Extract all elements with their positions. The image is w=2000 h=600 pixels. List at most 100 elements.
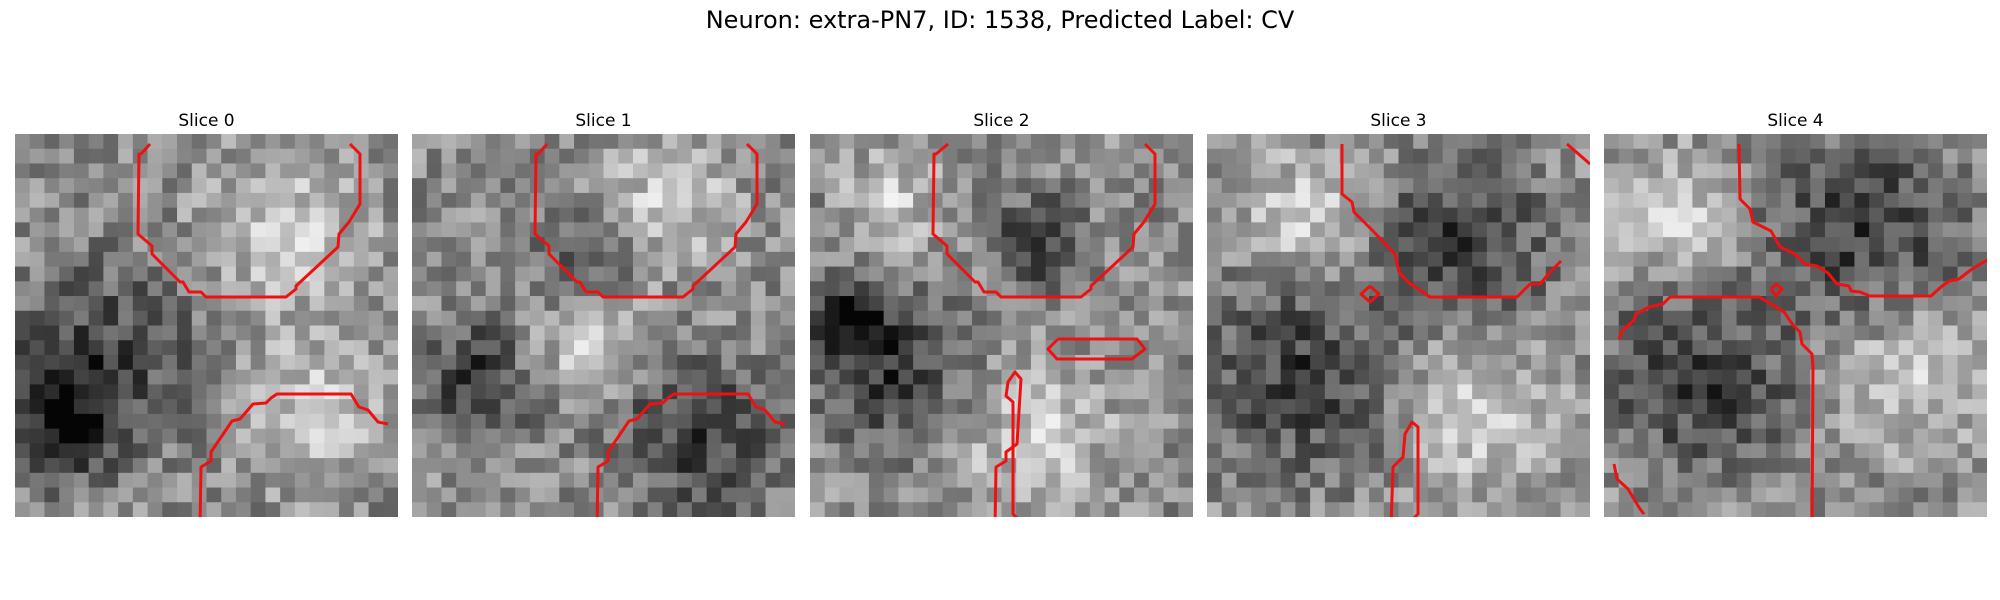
- image-pixel: [721, 384, 737, 400]
- image-pixel: [1265, 163, 1282, 179]
- image-pixel: [500, 458, 516, 474]
- image-pixel: [1089, 369, 1106, 386]
- image-pixel: [780, 413, 795, 430]
- image-pixel: [1692, 251, 1708, 268]
- image-pixel: [44, 443, 60, 459]
- image-pixel: [250, 428, 267, 444]
- image-pixel: [1236, 237, 1252, 253]
- image-pixel: [1104, 384, 1120, 400]
- image-pixel: [1163, 384, 1179, 400]
- image-pixel: [147, 413, 163, 430]
- image-pixel: [1369, 384, 1385, 400]
- image-pixel: [456, 310, 472, 327]
- image-pixel: [1898, 281, 1914, 297]
- image-pixel: [1604, 310, 1620, 327]
- image-pixel: [898, 340, 914, 356]
- image-pixel: [1265, 369, 1282, 386]
- image-pixel: [1575, 281, 1590, 297]
- image-pixel: [1089, 340, 1106, 356]
- image-pixel: [986, 458, 1003, 474]
- image-pixel: [177, 178, 193, 194]
- image-pixel: [839, 502, 855, 517]
- image-pixel: [426, 251, 443, 268]
- image-pixel: [1633, 134, 1649, 150]
- image-pixel: [456, 340, 472, 356]
- image-pixel: [1383, 281, 1400, 297]
- image-pixel: [1648, 281, 1664, 297]
- image-pixel: [544, 148, 560, 165]
- image-pixel: [1060, 428, 1076, 444]
- image-pixel: [618, 340, 634, 356]
- image-pixel: [1310, 413, 1326, 430]
- image-pixel: [927, 340, 944, 356]
- image-pixel: [662, 178, 678, 194]
- image-pixel: [280, 384, 296, 400]
- image-pixel: [1060, 472, 1076, 489]
- image-pixel: [1413, 384, 1429, 400]
- image-pixel: [824, 163, 841, 179]
- image-pixel: [1339, 472, 1355, 489]
- image-pixel: [368, 502, 384, 517]
- image-pixel: [780, 207, 795, 223]
- image-pixel: [1148, 502, 1165, 517]
- image-pixel: [383, 369, 398, 386]
- image-pixel: [1928, 178, 1944, 194]
- image-pixel: [1751, 399, 1767, 415]
- image-pixel: [1369, 399, 1385, 415]
- image-pixel: [1869, 399, 1885, 415]
- image-pixel: [500, 178, 516, 194]
- image-pixel: [147, 340, 163, 356]
- image-pixel: [618, 296, 634, 312]
- image-pixel: [1516, 310, 1532, 327]
- image-pixel: [15, 266, 31, 282]
- image-pixel: [1016, 443, 1032, 459]
- image-pixel: [559, 281, 575, 297]
- image-pixel: [957, 178, 973, 194]
- image-pixel: [824, 369, 841, 386]
- image-pixel: [1295, 458, 1311, 474]
- image-pixel: [1119, 266, 1135, 282]
- image-pixel: [1721, 296, 1738, 312]
- image-pixel: [265, 487, 281, 503]
- image-pixel: [44, 281, 60, 297]
- image-pixel: [1780, 354, 1797, 371]
- image-pixel: [824, 310, 841, 327]
- image-pixel: [1810, 163, 1826, 179]
- image-pixel: [1339, 399, 1355, 415]
- image-pixel: [1604, 192, 1620, 209]
- image-pixel: [647, 413, 664, 430]
- image-pixel: [1369, 281, 1385, 297]
- image-pixel: [927, 296, 944, 312]
- image-pixel: [1618, 443, 1635, 459]
- image-pixel: [972, 458, 988, 474]
- image-pixel: [29, 413, 46, 430]
- image-pixel: [1839, 502, 1856, 517]
- image-pixel: [1648, 325, 1664, 341]
- image-pixel: [1383, 310, 1400, 327]
- image-pixel: [73, 399, 90, 415]
- image-pixel: [736, 458, 752, 474]
- image-pixel: [1839, 458, 1856, 474]
- image-pixel: [1339, 281, 1355, 297]
- image-pixel: [59, 354, 75, 371]
- image-pixel: [1869, 163, 1885, 179]
- figure-title: Neuron: extra-PN7, ID: 1538, Predicted L…: [705, 6, 1295, 34]
- image-pixel: [721, 443, 737, 459]
- image-pixel: [986, 399, 1003, 415]
- image-pixel: [1633, 192, 1649, 209]
- image-pixel: [103, 310, 119, 327]
- image-pixel: [1618, 134, 1635, 150]
- image-pixel: [29, 502, 46, 517]
- slice-image-2: [810, 134, 1193, 517]
- image-pixel: [1824, 163, 1841, 179]
- image-pixel: [1839, 384, 1856, 400]
- image-pixel: [1178, 237, 1193, 253]
- image-pixel: [750, 369, 767, 386]
- image-pixel: [29, 399, 46, 415]
- image-pixel: [972, 251, 988, 268]
- image-pixel: [1633, 443, 1649, 459]
- image-pixel: [191, 222, 208, 238]
- image-pixel: [1030, 369, 1047, 386]
- image-pixel: [1869, 413, 1885, 430]
- image-pixel: [913, 310, 929, 327]
